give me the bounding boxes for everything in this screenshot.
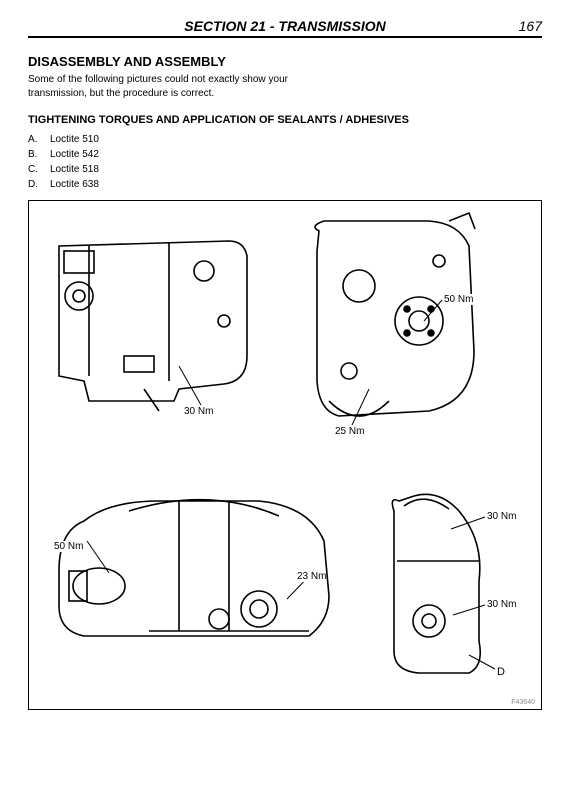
torque-label: 23 Nm xyxy=(297,571,326,582)
sealant-legend: A. Loctite 510 B. Loctite 542 C. Loctite… xyxy=(28,132,542,192)
figure-reference: F43640 xyxy=(511,699,535,706)
legend-label: Loctite 542 xyxy=(50,147,99,162)
torque-label: 25 Nm xyxy=(335,426,364,437)
page-header: SECTION 21 - TRANSMISSION 167 xyxy=(28,18,542,38)
torque-label: 50 Nm xyxy=(54,541,83,552)
torque-label: 50 Nm xyxy=(444,294,473,305)
heading-disassembly: DISASSEMBLY AND ASSEMBLY xyxy=(28,54,542,69)
intro-text: Some of the following pictures could not… xyxy=(28,73,288,100)
torque-label: 30 Nm xyxy=(487,511,516,522)
legend-label: Loctite 518 xyxy=(50,162,99,177)
legend-key: C. xyxy=(28,162,42,177)
callout-letter: D xyxy=(497,666,505,678)
diagram-frame: 30 Nm 50 Nm 25 Nm 50 Nm 23 Nm 30 Nm 30 N… xyxy=(28,200,542,710)
legend-key: B. xyxy=(28,147,42,162)
legend-item: C. Loctite 518 xyxy=(28,162,542,177)
legend-item: B. Loctite 542 xyxy=(28,147,542,162)
legend-key: A. xyxy=(28,132,42,147)
legend-label: Loctite 510 xyxy=(50,132,99,147)
subheading-torques: TIGHTENING TORQUES AND APPLICATION OF SE… xyxy=(28,114,542,126)
torque-label: 30 Nm xyxy=(487,599,516,610)
page-number: 167 xyxy=(502,18,542,34)
legend-label: Loctite 638 xyxy=(50,177,99,192)
legend-item: A. Loctite 510 xyxy=(28,132,542,147)
legend-item: D. Loctite 638 xyxy=(28,177,542,192)
transmission-diagram xyxy=(29,201,543,711)
section-title: SECTION 21 - TRANSMISSION xyxy=(68,18,502,34)
legend-key: D. xyxy=(28,177,42,192)
torque-label: 30 Nm xyxy=(184,406,213,417)
